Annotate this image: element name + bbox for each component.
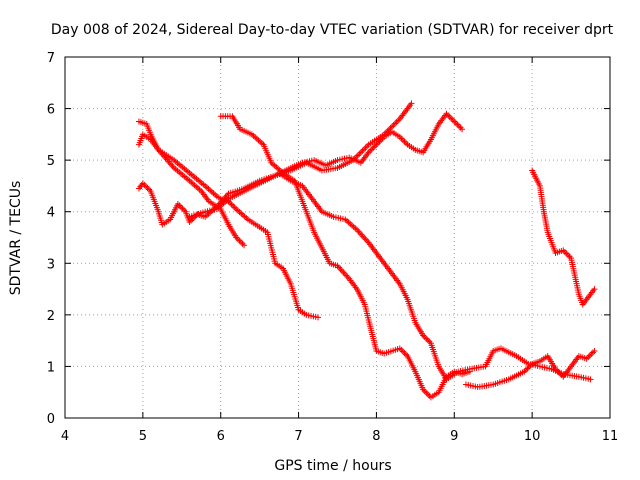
x-tick-label: 10 xyxy=(524,429,541,444)
series-line xyxy=(278,172,591,381)
series-track-7 xyxy=(462,347,598,391)
y-tick-label: 0 xyxy=(47,412,55,427)
data-point-marker xyxy=(241,242,248,249)
x-tick-label: 5 xyxy=(139,429,147,444)
x-tick-label: 6 xyxy=(217,429,225,444)
data-point-marker xyxy=(591,286,598,293)
y-axis-label: SDTVAR / TECUs xyxy=(8,181,24,296)
series-track-5 xyxy=(186,110,466,220)
axis-ticks: 4 5 6 7 8 9 10 11 0 1 2 3 4 5 6 7 xyxy=(47,51,619,444)
x-tick-label: 11 xyxy=(602,429,619,444)
data-point-marker xyxy=(459,126,466,133)
x-tick-label: 4 xyxy=(61,429,69,444)
series-track-1 xyxy=(135,131,322,321)
data-point-marker xyxy=(315,314,322,321)
data-point-marker xyxy=(587,376,594,383)
series-track-2 xyxy=(135,118,248,249)
y-tick-label: 1 xyxy=(47,360,55,375)
y-tick-label: 3 xyxy=(47,257,55,272)
y-tick-label: 2 xyxy=(47,309,55,324)
data-point-marker xyxy=(408,100,415,107)
chart-title: Day 008 of 2024, Sidereal Day-to-day VTE… xyxy=(51,22,614,38)
x-tick-label: 8 xyxy=(372,429,380,444)
series-track-8 xyxy=(529,167,598,308)
series-track-4 xyxy=(217,113,473,401)
data-series xyxy=(135,100,598,401)
x-axis-label: GPS time / hours xyxy=(274,458,391,474)
y-tick-label: 5 xyxy=(47,154,55,169)
series-track-6 xyxy=(276,170,594,383)
x-tick-label: 7 xyxy=(294,429,302,444)
y-tick-label: 7 xyxy=(47,51,55,66)
x-tick-label: 9 xyxy=(450,429,458,444)
plot-frame xyxy=(64,56,611,419)
y-tick-label: 6 xyxy=(47,103,55,118)
y-tick-label: 4 xyxy=(47,206,55,221)
data-point-marker xyxy=(591,347,598,354)
